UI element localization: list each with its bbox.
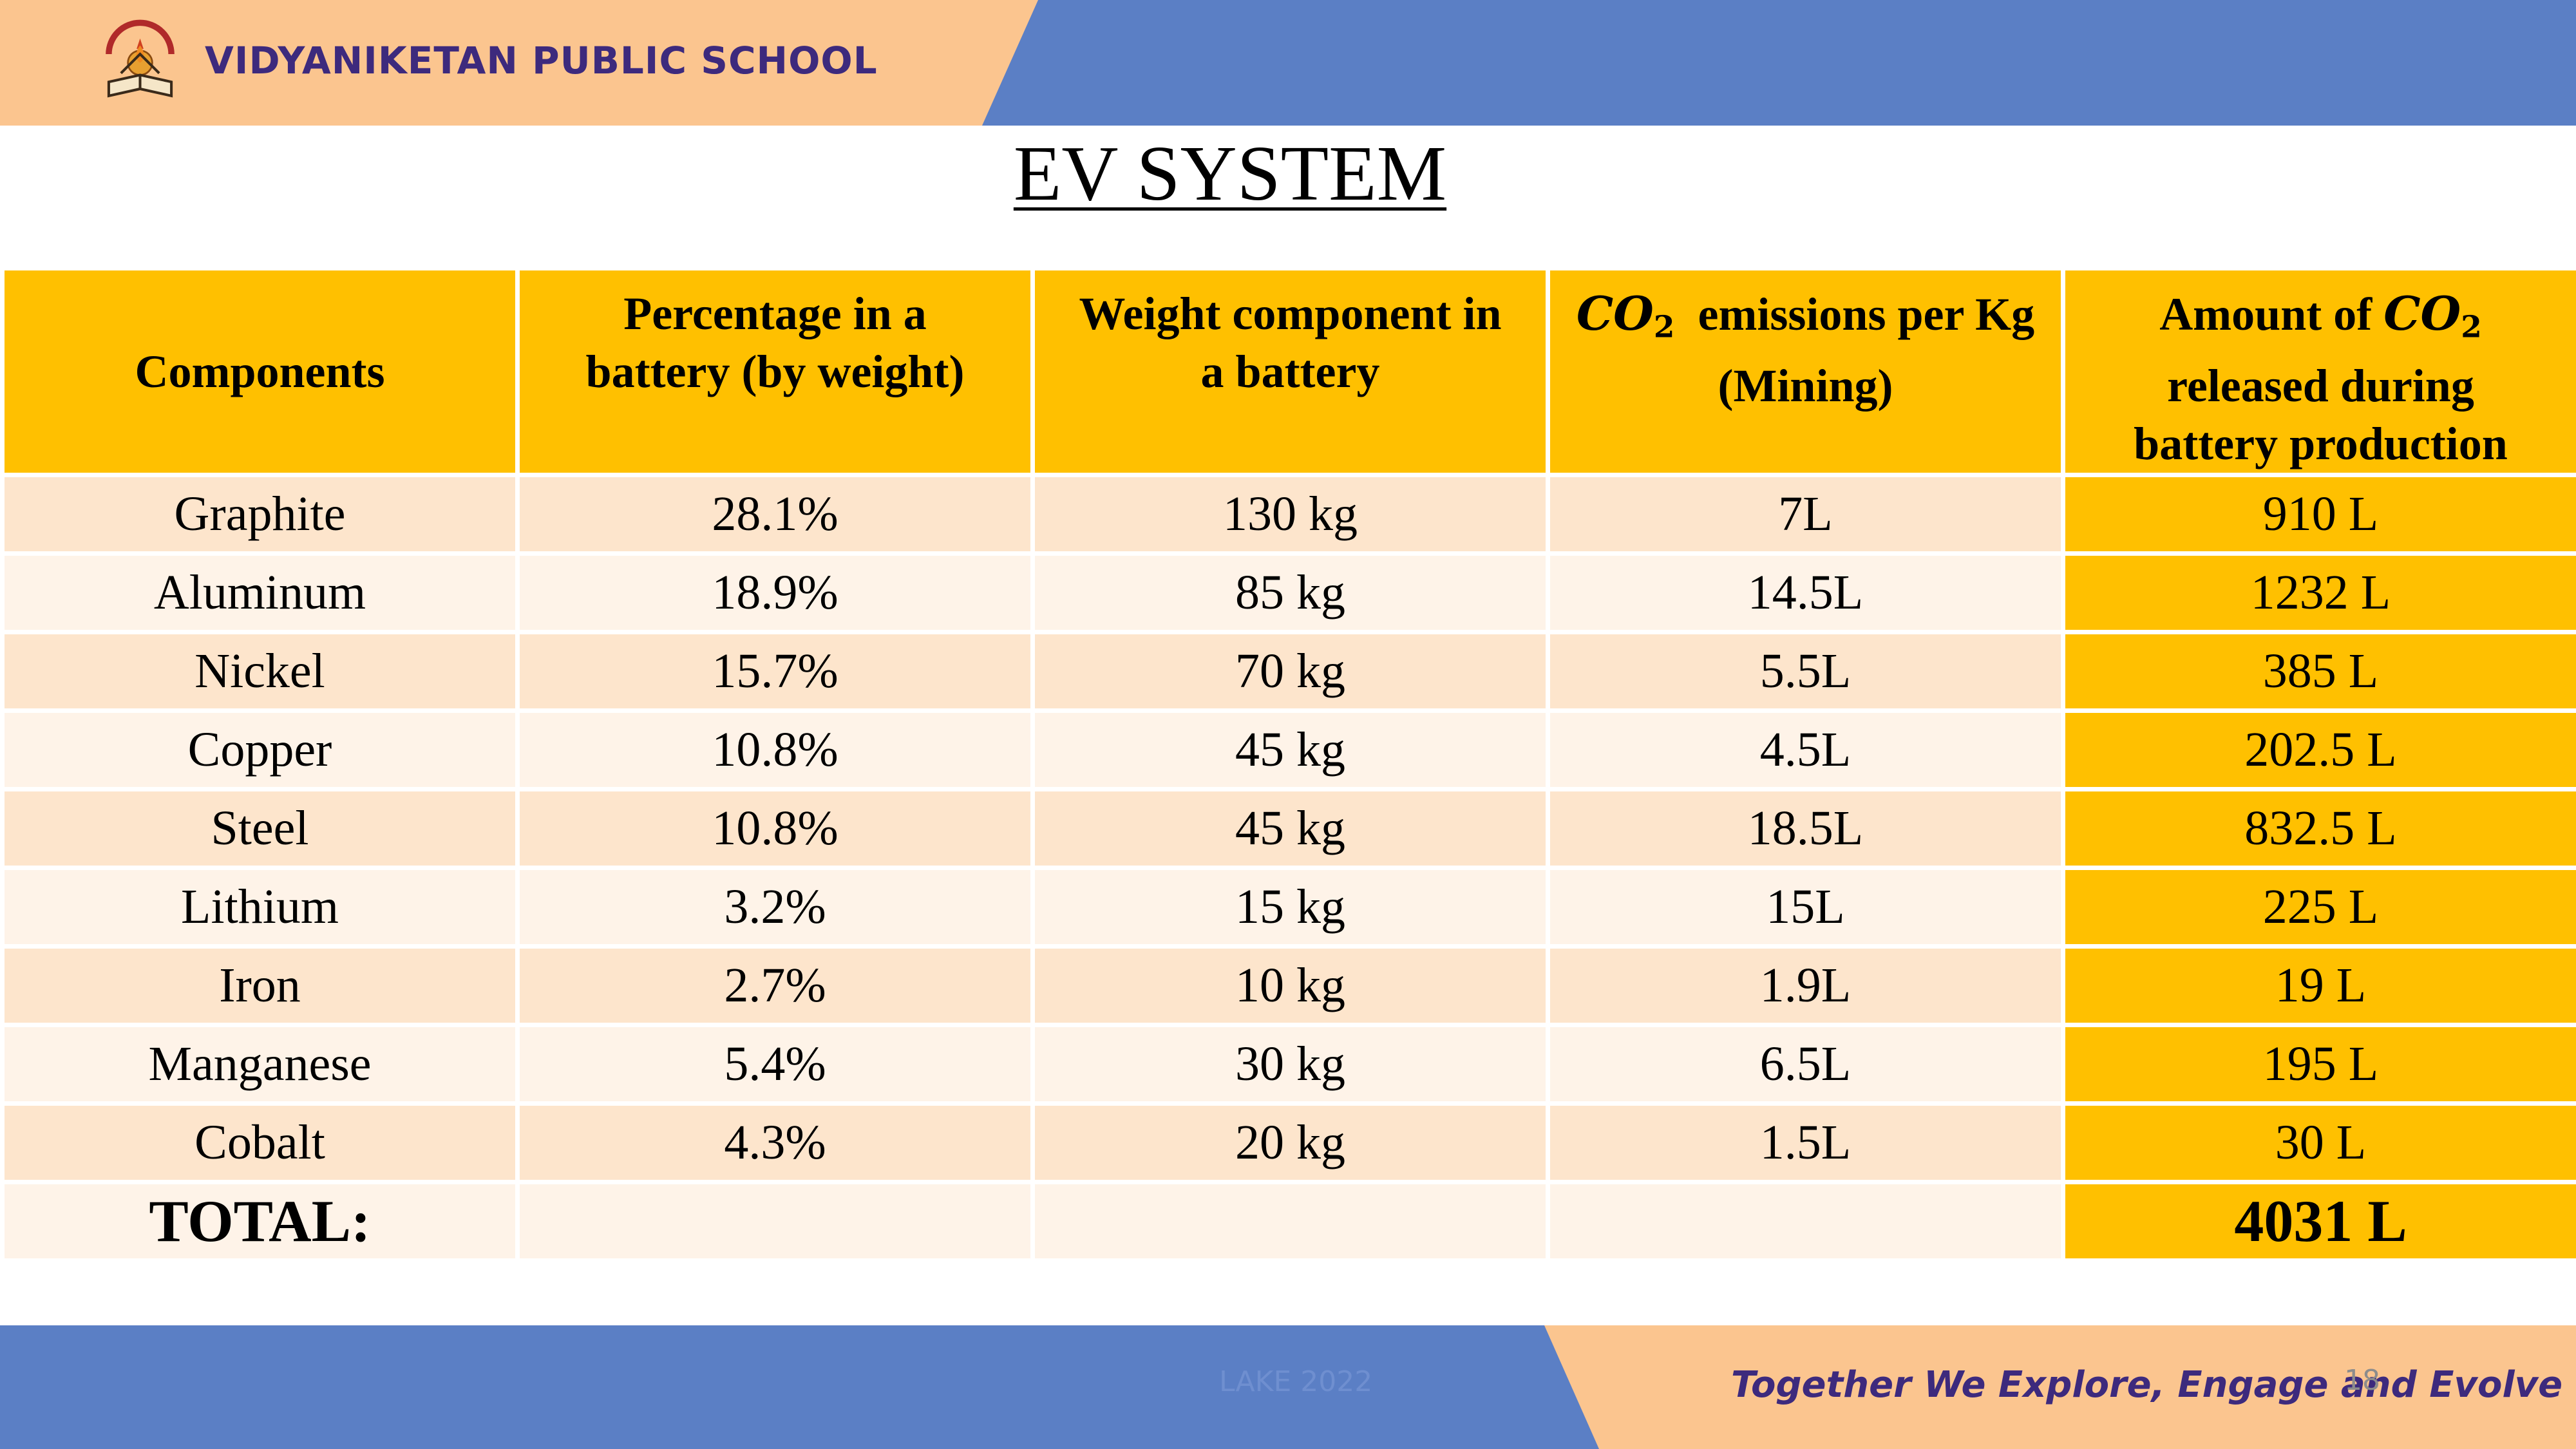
cell-weight: 45 kg bbox=[1030, 708, 1550, 791]
header-components: Components bbox=[0, 266, 520, 477]
cell-weight: 85 kg bbox=[1030, 551, 1550, 634]
school-name: VIDYANIKETAN PUBLIC SCHOOL bbox=[205, 39, 878, 82]
cell-percentage: 2.7% bbox=[515, 943, 1035, 1027]
co2-symbol: CO2 bbox=[2383, 286, 2482, 345]
cell-component: Graphite bbox=[0, 472, 520, 556]
cell-amount: 1232 L bbox=[2061, 551, 2576, 634]
cell-emissions: 6.5L bbox=[1546, 1022, 2065, 1106]
table-header-row: Components Percentage in a battery (by we… bbox=[0, 266, 2576, 477]
total-empty-cell bbox=[515, 1179, 1035, 1263]
header-percentage: Percentage in a battery (by weight) bbox=[515, 266, 1035, 477]
table-row: Copper 10.8% 45 kg 4.5L 202.5 L bbox=[0, 708, 2576, 791]
header-weight: Weight component in a battery bbox=[1030, 266, 1550, 477]
table-row: Iron 2.7% 10 kg 1.9L 19 L bbox=[0, 943, 2576, 1027]
cell-weight: 45 kg bbox=[1030, 786, 1550, 870]
cell-weight: 10 kg bbox=[1030, 943, 1550, 1027]
cell-weight: 130 kg bbox=[1030, 472, 1550, 556]
co2-symbol: CO2 bbox=[1576, 286, 1675, 345]
table-row: Graphite 28.1% 130 kg 7L 910 L bbox=[0, 472, 2576, 556]
cell-emissions: 18.5L bbox=[1546, 786, 2065, 870]
cell-amount: 225 L bbox=[2061, 865, 2576, 949]
school-tagline: Together We Explore, Engage and Evolve bbox=[1731, 1364, 2563, 1406]
cell-emissions: 14.5L bbox=[1546, 551, 2065, 634]
cell-component: Manganese bbox=[0, 1022, 520, 1106]
cell-emissions: 4.5L bbox=[1546, 708, 2065, 791]
table-row: Manganese 5.4% 30 kg 6.5L 195 L bbox=[0, 1022, 2576, 1106]
cell-amount: 30 L bbox=[2061, 1101, 2576, 1184]
ev-battery-table: Components Percentage in a battery (by we… bbox=[0, 266, 2576, 1263]
cell-component: Iron bbox=[0, 943, 520, 1027]
total-amount: 4031 L bbox=[2061, 1179, 2576, 1263]
table-row: Lithium 3.2% 15 kg 15L 225 L bbox=[0, 865, 2576, 949]
table-row: Nickel 15.7% 70 kg 5.5L 385 L bbox=[0, 629, 2576, 713]
table-row: Cobalt 4.3% 20 kg 1.5L 30 L bbox=[0, 1101, 2576, 1184]
table-row: Steel 10.8% 45 kg 18.5L 832.5 L bbox=[0, 786, 2576, 870]
cell-component: Lithium bbox=[0, 865, 520, 949]
cell-component: Cobalt bbox=[0, 1101, 520, 1184]
cell-percentage: 4.3% bbox=[515, 1101, 1035, 1184]
cell-component: Steel bbox=[0, 786, 520, 870]
cell-emissions: 1.9L bbox=[1546, 943, 2065, 1027]
cell-percentage: 28.1% bbox=[515, 472, 1035, 556]
cell-component: Copper bbox=[0, 708, 520, 791]
page-title: EV SYSTEM bbox=[1013, 130, 1447, 217]
cell-amount: 202.5 L bbox=[2061, 708, 2576, 791]
cell-weight: 15 kg bbox=[1030, 865, 1550, 949]
cell-percentage: 10.8% bbox=[515, 708, 1035, 791]
cell-amount: 832.5 L bbox=[2061, 786, 2576, 870]
cell-weight: 70 kg bbox=[1030, 629, 1550, 713]
cell-amount: 195 L bbox=[2061, 1022, 2576, 1106]
bottom-banner bbox=[0, 1325, 1599, 1449]
school-emblem-icon bbox=[106, 19, 175, 98]
header-emissions: CO2 emissions per Kg (Mining) bbox=[1546, 266, 2065, 477]
table-row: Aluminum 18.9% 85 kg 14.5L 1232 L bbox=[0, 551, 2576, 634]
page-number: 18 bbox=[2344, 1364, 2380, 1397]
cell-amount: 910 L bbox=[2061, 472, 2576, 556]
total-empty-cell bbox=[1546, 1179, 2065, 1263]
cell-weight: 30 kg bbox=[1030, 1022, 1550, 1106]
cell-weight: 20 kg bbox=[1030, 1101, 1550, 1184]
cell-component: Aluminum bbox=[0, 551, 520, 634]
cell-percentage: 10.8% bbox=[515, 786, 1035, 870]
cell-amount: 385 L bbox=[2061, 629, 2576, 713]
cell-emissions: 7L bbox=[1546, 472, 2065, 556]
cell-percentage: 18.9% bbox=[515, 551, 1035, 634]
header-amount: Amount of CO2 released during battery prod… bbox=[2061, 266, 2576, 477]
cell-amount: 19 L bbox=[2061, 943, 2576, 1027]
cell-component: Nickel bbox=[0, 629, 520, 713]
cell-percentage: 15.7% bbox=[515, 629, 1035, 713]
total-empty-cell bbox=[1030, 1179, 1550, 1263]
footer-label: LAKE 2022 bbox=[1219, 1365, 1373, 1398]
cell-emissions: 5.5L bbox=[1546, 629, 2065, 713]
total-label: TOTAL: bbox=[0, 1179, 520, 1263]
cell-emissions: 1.5L bbox=[1546, 1101, 2065, 1184]
cell-percentage: 3.2% bbox=[515, 865, 1035, 949]
cell-emissions: 15L bbox=[1546, 865, 2065, 949]
top-banner-peach-panel bbox=[0, 0, 1038, 126]
cell-percentage: 5.4% bbox=[515, 1022, 1035, 1106]
total-row: TOTAL: 4031 L bbox=[0, 1179, 2576, 1263]
